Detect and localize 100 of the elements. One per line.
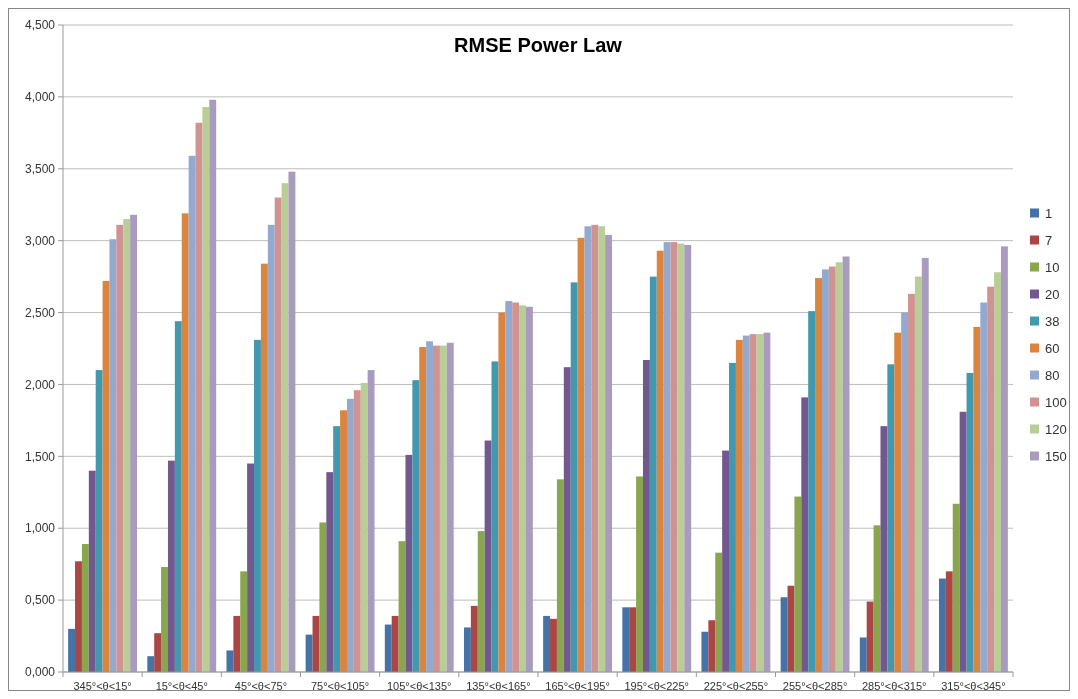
legend-label: 150 <box>1045 449 1067 465</box>
bar <box>88 470 96 672</box>
x-tick-label: 105°<θ<135° <box>387 680 452 692</box>
bar <box>952 503 960 672</box>
legend-label: 100 <box>1045 395 1067 411</box>
bar <box>512 302 520 672</box>
y-tick-label: 2,500 <box>24 305 56 320</box>
bar <box>794 496 802 672</box>
bar <box>701 631 709 672</box>
bar <box>161 567 168 672</box>
x-tick-label: 135°<θ<165° <box>466 680 531 692</box>
bar <box>470 605 478 672</box>
bar <box>914 276 922 672</box>
bar <box>828 266 836 672</box>
bar <box>901 312 909 672</box>
bar <box>708 620 716 672</box>
bar <box>780 597 788 672</box>
bar <box>980 302 988 672</box>
bar <box>116 224 124 672</box>
y-tick-label: 2,000 <box>24 377 56 392</box>
bar <box>842 256 850 672</box>
bar <box>887 364 895 672</box>
bar <box>938 578 946 672</box>
bar <box>677 243 685 672</box>
bar <box>663 242 671 672</box>
bar <box>642 360 650 672</box>
bar <box>167 460 175 672</box>
legend-label: 20 <box>1045 287 1060 303</box>
bar <box>715 552 723 672</box>
bar <box>584 226 592 672</box>
bar <box>202 106 210 672</box>
bar <box>319 522 327 672</box>
bar <box>267 224 275 672</box>
bar <box>446 342 454 672</box>
bar <box>629 607 637 672</box>
bar <box>130 214 138 672</box>
bar <box>353 390 361 672</box>
bar <box>556 479 564 672</box>
legend-label: 7 <box>1045 233 1053 249</box>
y-tick-label: 4,000 <box>24 90 56 105</box>
bar <box>808 311 816 672</box>
bar <box>550 618 557 672</box>
bar <box>598 226 606 672</box>
bar <box>274 197 282 672</box>
bar <box>81 544 89 672</box>
bar <box>405 454 413 672</box>
bar <box>288 171 296 672</box>
bar <box>735 339 743 672</box>
bar <box>959 411 967 672</box>
bar <box>563 367 571 672</box>
y-tick-label: 3,500 <box>24 161 56 176</box>
bar <box>994 272 1001 672</box>
bar <box>742 335 750 672</box>
bar <box>525 306 533 672</box>
bar <box>433 345 440 672</box>
bar <box>419 347 427 672</box>
bar <box>154 633 162 672</box>
x-tick-label: 165°<θ<195° <box>545 680 610 692</box>
bar <box>75 561 82 672</box>
y-tick-label: 4,500 <box>24 18 56 33</box>
bar <box>412 380 420 672</box>
bar <box>1000 246 1008 672</box>
bar <box>649 276 657 672</box>
bar <box>305 634 313 672</box>
bar <box>260 263 268 672</box>
bar <box>801 397 809 672</box>
bar <box>477 531 485 672</box>
bar <box>749 334 757 672</box>
bar <box>945 571 953 672</box>
bar <box>894 332 902 672</box>
bar <box>391 615 399 672</box>
x-tick-label: 75°<θ<105° <box>310 680 370 692</box>
bar <box>123 219 131 672</box>
bar <box>859 637 867 672</box>
legend-label: 80 <box>1045 368 1060 384</box>
bar <box>254 339 261 672</box>
legend-label: 120 <box>1045 422 1067 438</box>
bar <box>367 370 375 672</box>
bar <box>729 362 736 672</box>
bar <box>519 305 526 672</box>
bar <box>722 450 730 672</box>
bar <box>622 607 630 672</box>
bar <box>346 398 354 672</box>
bar <box>835 262 843 672</box>
x-tick-label: 45°<θ<75° <box>234 680 288 692</box>
bar <box>147 656 155 672</box>
bar <box>543 615 551 672</box>
bar <box>68 628 76 672</box>
bar <box>498 312 506 672</box>
x-tick-label: 285°<θ<315° <box>862 680 927 692</box>
bar <box>247 463 255 672</box>
bar <box>605 234 613 672</box>
bar <box>463 627 471 672</box>
bar <box>233 615 241 672</box>
bar <box>570 282 578 672</box>
bar <box>591 224 599 672</box>
bar <box>95 370 103 672</box>
bar <box>188 155 196 672</box>
x-tick-label: 345°<θ<15° <box>73 680 132 692</box>
bar <box>880 426 888 672</box>
